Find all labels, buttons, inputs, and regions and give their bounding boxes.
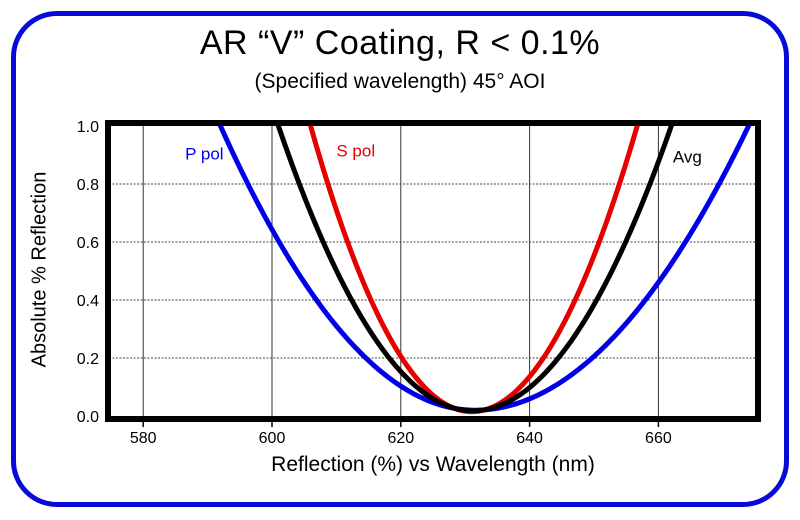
series-label-s-pol: S pol [336, 142, 375, 161]
y-tick-label: 0.4 [77, 293, 99, 310]
rounded-border-frame [11, 11, 789, 507]
y-tick-label: 0.6 [77, 235, 99, 252]
plot-frame [105, 120, 761, 422]
y-tick-label: 1.0 [77, 119, 99, 136]
chart-title: AR “V” Coating, R < 0.1% [199, 24, 601, 62]
plot-area: 580 600 620 640 660 0.0 0.2 0.4 0.6 0.8 1.0 P pol S … [77, 119, 761, 447]
curve-avg [275, 126, 674, 414]
y-axis-title: Absolute % Reflection [28, 171, 51, 368]
series-label-avg: Avg [673, 147, 702, 166]
x-axis-title: Reflection (%) vs Wavelength (nm) [271, 453, 595, 476]
x-tick-label: 600 [259, 430, 286, 447]
x-tick-label: 620 [387, 430, 414, 447]
curve-p-pol [217, 126, 752, 413]
x-tick-label: 580 [130, 430, 157, 447]
y-tick-label: 0.2 [77, 351, 99, 368]
series-label-p-pol: P pol [185, 145, 223, 164]
chart-subtitle: (Specified wavelength) 45° AOI [254, 70, 546, 93]
x-tick-label: 640 [516, 430, 543, 447]
x-tick-label: 660 [645, 430, 672, 447]
y-tick-label: 0.0 [77, 409, 99, 426]
y-tick-label: 0.8 [77, 177, 99, 194]
